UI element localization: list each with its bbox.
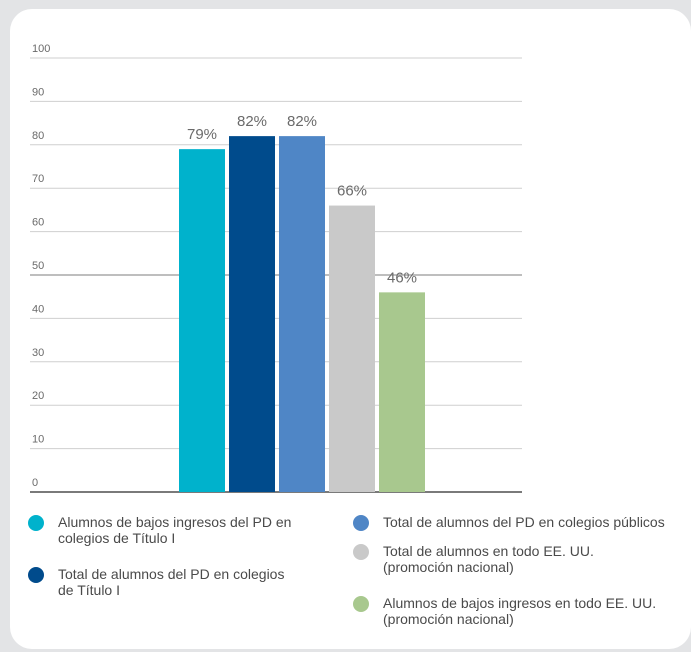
legend-label: Total de alumnos en todo EE. UU. (promoc… xyxy=(383,543,594,575)
legend-swatch xyxy=(353,515,369,531)
bar-value-label: 66% xyxy=(337,183,367,200)
bar-value-label: 46% xyxy=(387,269,417,286)
bar-4 xyxy=(329,205,375,492)
legend-item-low-income-national: Alumnos de bajos ingresos en todo EE. UU… xyxy=(353,595,683,627)
legend-swatch xyxy=(353,596,369,612)
y-tick-label: 0 xyxy=(32,477,38,489)
legend-item-total-title-i: Total de alumnos del PD en colegios de T… xyxy=(28,566,328,598)
legend-swatch xyxy=(28,515,44,531)
legend-item-total-national: Total de alumnos en todo EE. UU. (promoc… xyxy=(353,543,683,575)
legend-item-low-income-title-i: Alumnos de bajos ingresos del PD en cole… xyxy=(28,514,328,546)
bar-2 xyxy=(229,136,275,492)
bar-value-label: 82% xyxy=(287,113,317,130)
y-tick-label: 100 xyxy=(32,43,50,55)
legend-label: Alumnos de bajos ingresos en todo EE. UU… xyxy=(383,595,657,627)
y-tick-label: 30 xyxy=(32,347,44,359)
y-tick-label: 10 xyxy=(32,434,44,446)
bar-chart: 0 10 20 30 40 50 60 70 80 90 100 79% 82% 82% 66% 46% xyxy=(30,43,522,493)
y-tick-label: 20 xyxy=(32,390,44,402)
bar-3 xyxy=(279,136,325,492)
legend-swatch xyxy=(353,544,369,560)
y-tick-label: 60 xyxy=(32,217,44,229)
legend-item-total-public: Total de alumnos del PD en colegios públ… xyxy=(353,514,689,531)
bar-value-label: 82% xyxy=(237,113,267,130)
bar-5 xyxy=(379,292,425,492)
bar-value-label: 79% xyxy=(187,126,217,143)
legend-label: Alumnos de bajos ingresos del PD en cole… xyxy=(58,514,292,546)
gridlines xyxy=(30,57,522,493)
y-axis-ticks: 0 10 20 30 40 50 60 70 80 90 100 xyxy=(32,43,50,489)
bar-1 xyxy=(179,149,225,492)
y-tick-label: 90 xyxy=(32,86,44,98)
legend-label: Total de alumnos del PD en colegios de T… xyxy=(58,566,285,598)
legend-label: Total de alumnos del PD en colegios públ… xyxy=(383,514,665,530)
bars xyxy=(179,136,425,492)
data-labels: 79% 82% 82% 66% 46% xyxy=(187,113,417,286)
y-tick-label: 40 xyxy=(32,303,44,315)
legend-swatch xyxy=(28,567,44,583)
y-tick-label: 70 xyxy=(32,173,44,185)
y-tick-label: 80 xyxy=(32,130,44,142)
y-tick-label: 50 xyxy=(32,260,44,272)
